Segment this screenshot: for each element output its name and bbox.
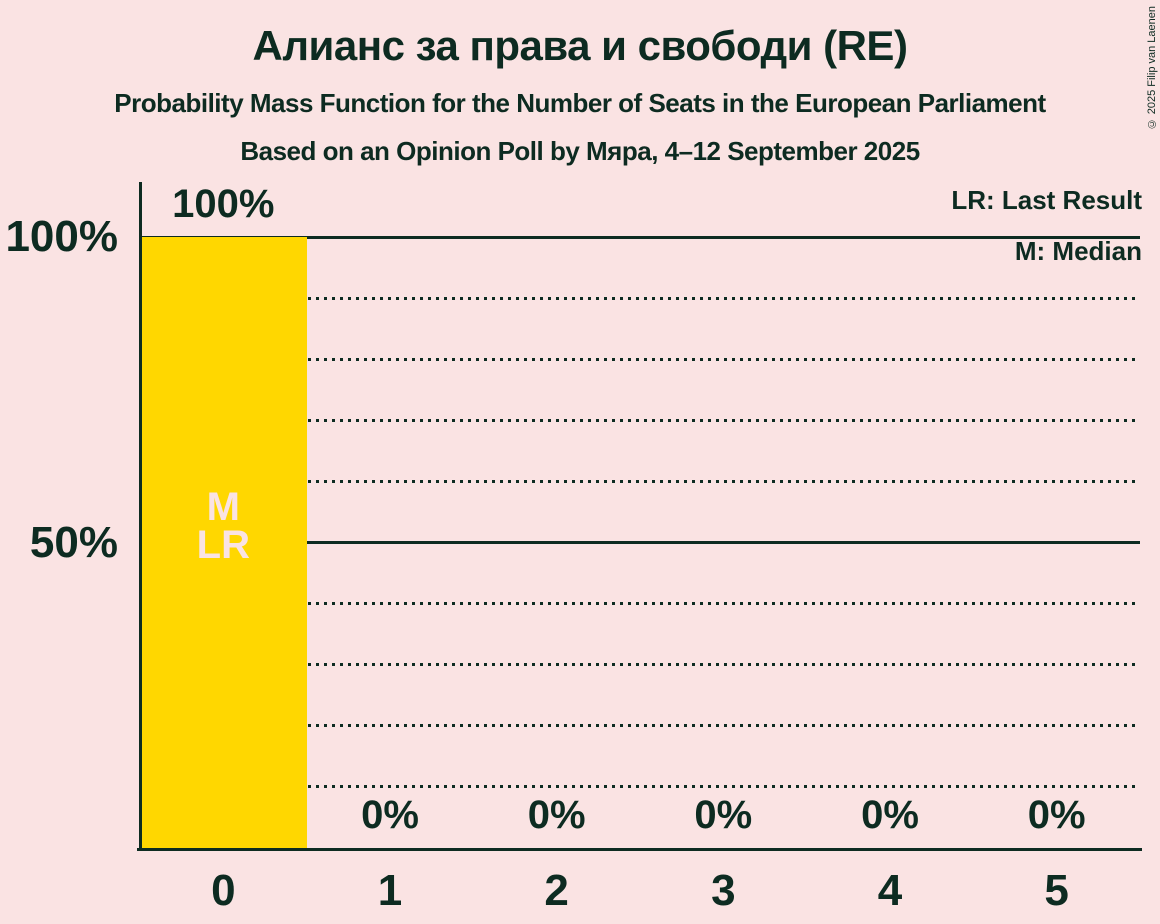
legend-median: M: Median xyxy=(1014,236,1142,266)
gridline-70pct xyxy=(140,418,1140,422)
gridline-80pct xyxy=(140,357,1140,361)
gridline-50pct xyxy=(140,541,1140,544)
bar-value-label-4: 0% xyxy=(861,793,919,837)
bar-value-label-0: 100% xyxy=(172,182,275,226)
bar-value-label-2: 0% xyxy=(527,793,586,837)
x-axis-label-0: 0 xyxy=(211,866,236,915)
bar-value-label-3: 0% xyxy=(694,793,753,837)
page-title: Алианс за права и свободи (RE) xyxy=(252,22,908,69)
x-axis-label-3: 3 xyxy=(711,866,736,915)
legend-last-result: LR: Last Result xyxy=(951,185,1142,215)
bar-value-label-1: 0% xyxy=(361,793,419,837)
chart-subtitle: Probability Mass Function for the Number… xyxy=(114,88,1046,118)
y-axis-label-50: 50% xyxy=(29,518,118,567)
x-axis-label-1: 1 xyxy=(377,866,403,915)
gridline-40pct xyxy=(140,602,1140,606)
gridline-10pct xyxy=(140,785,1140,789)
gridline-90pct xyxy=(140,296,1140,300)
x-axis-label-5: 5 xyxy=(1044,866,1069,915)
x-axis-line xyxy=(137,848,1142,851)
gridline-60pct xyxy=(140,479,1140,483)
bar-annotation-0: M LR xyxy=(143,485,303,567)
bar-value-label-5: 0% xyxy=(1027,793,1086,837)
y-axis-label-100: 100% xyxy=(5,212,118,261)
x-axis-label-4: 4 xyxy=(877,866,903,915)
x-axis-label-2: 2 xyxy=(544,866,569,915)
bar-seats-0 xyxy=(141,237,307,848)
median-marker: M xyxy=(206,485,240,529)
gridline-20pct xyxy=(140,724,1140,728)
gridline-30pct xyxy=(140,663,1140,667)
y-axis-line xyxy=(139,182,142,851)
gridline-100pct xyxy=(140,235,1140,239)
last-result-marker: LR xyxy=(196,523,250,567)
poll-subtitle: Based on an Opinion Poll by Мяра, 4–12 S… xyxy=(240,136,920,166)
